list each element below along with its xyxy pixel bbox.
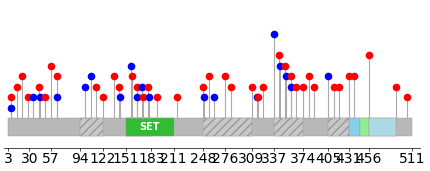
Bar <box>328 118 349 136</box>
Bar <box>8 118 412 136</box>
Bar <box>349 118 360 136</box>
Bar <box>369 118 396 136</box>
Text: SET: SET <box>139 122 160 132</box>
Bar <box>360 118 369 136</box>
Bar <box>274 118 303 136</box>
Bar <box>80 118 103 136</box>
Bar <box>126 118 174 136</box>
Bar <box>203 118 252 136</box>
Bar <box>126 118 151 136</box>
